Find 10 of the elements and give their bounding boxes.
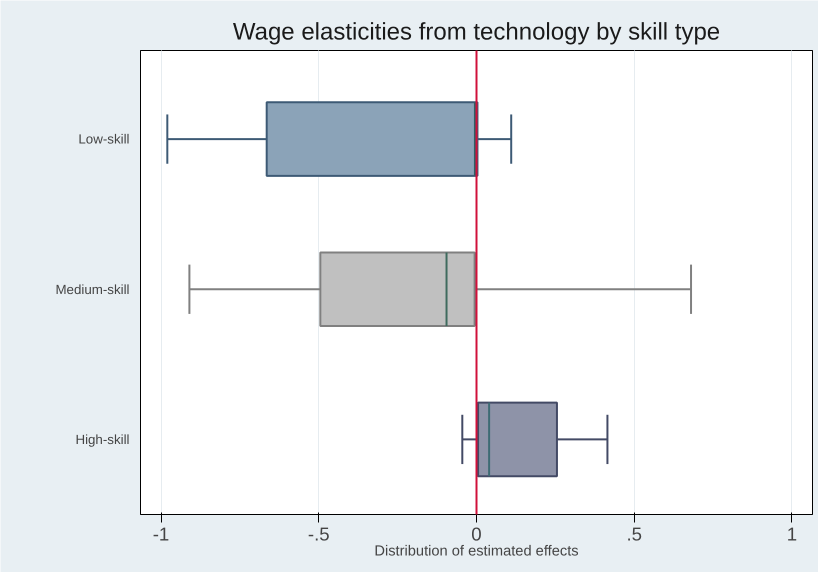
y-tick-label: Medium-skill <box>55 282 130 297</box>
x-tick-label: -1 <box>152 524 170 544</box>
x-tick-label: .5 <box>626 524 642 544</box>
x-axis-title: Distribution of estimated effects <box>374 544 579 560</box>
x-tick-label: -.5 <box>308 524 330 544</box>
x-tick-label: 1 <box>786 524 798 544</box>
y-tick-label: High-skill <box>75 432 130 447</box>
y-tick-label: Low-skill <box>78 132 130 147</box>
chart-title: Wage elasticities from technology by skill type <box>232 18 720 46</box>
x-tick-label: 0 <box>471 524 482 544</box>
